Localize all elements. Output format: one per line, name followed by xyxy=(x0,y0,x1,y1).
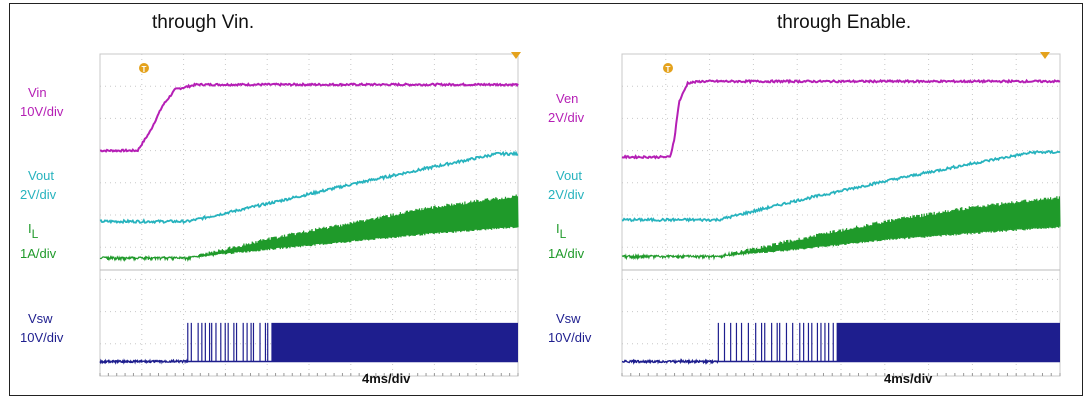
channel-label-i: IL xyxy=(28,221,39,241)
scope-panel-0: Vin 10V/div Vout 2V/div IL 1A/div Vsw 10V/div T 4… xyxy=(20,52,521,386)
trace-ven xyxy=(621,78,1061,160)
trigger-marker-label: T xyxy=(142,65,147,74)
trace-vout xyxy=(99,150,519,225)
channel-scale-label: 2V/div xyxy=(20,187,57,202)
time-scale-label: 4ms/div xyxy=(362,371,411,386)
channel-scale-label: 2V/div xyxy=(548,187,585,202)
channel-scale-label: 10V/div xyxy=(548,330,592,345)
trace-vsw-baseline xyxy=(99,358,189,365)
trace-vout xyxy=(621,149,1061,223)
channel-label-subscript: L xyxy=(560,227,567,241)
channel-scale-label: 10V/div xyxy=(20,104,64,119)
trigger-marker-icon xyxy=(663,63,673,73)
trigger-level-icon xyxy=(511,52,521,59)
channel-scale-label: 2V/div xyxy=(548,110,585,125)
channel-label-vsw: Vsw xyxy=(28,311,53,326)
trace-vin xyxy=(99,82,519,153)
time-scale-label: 4ms/div xyxy=(884,371,933,386)
trace-il xyxy=(99,194,519,263)
channel-scale-label: 1A/div xyxy=(20,246,57,261)
channel-scale-label: 1A/div xyxy=(548,246,585,261)
vsw-dense-block xyxy=(836,322,1060,362)
channel-label-vout: Vout xyxy=(556,168,582,183)
panel-title-left: through Vin. xyxy=(152,12,255,33)
trace-vsw-baseline xyxy=(621,358,719,365)
channel-label-ven: Ven xyxy=(556,91,578,106)
trigger-level-icon xyxy=(1040,52,1050,59)
scope-panel-1: Ven 2V/div Vout 2V/div IL 1A/div Vsw 10V/div T 4m… xyxy=(548,52,1061,386)
channel-label-subscript: L xyxy=(32,227,39,241)
channel-label-vin: Vin xyxy=(28,85,47,100)
vsw-dense-block xyxy=(271,322,518,362)
trigger-marker-icon xyxy=(139,63,149,73)
channel-scale-label: 10V/div xyxy=(20,330,64,345)
channel-label-i: IL xyxy=(556,221,567,241)
panel-title-right: through Enable. xyxy=(777,12,912,33)
trace-il xyxy=(621,196,1061,261)
channel-label-vout: Vout xyxy=(28,168,54,183)
trigger-marker-label: T xyxy=(666,65,671,74)
channel-label-vsw: Vsw xyxy=(556,311,581,326)
